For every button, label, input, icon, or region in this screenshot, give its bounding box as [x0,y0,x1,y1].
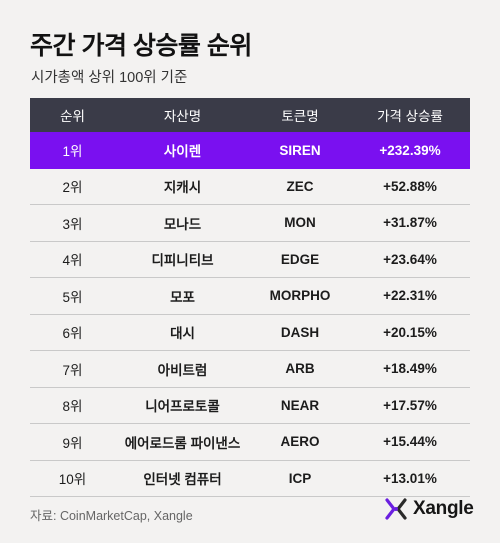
cell-asset-name: 니어프로토콜 [145,399,220,415]
cell-rank: 7위 [62,362,83,378]
cell-token: DASH [280,324,320,340]
table-row: 8위 니어프로토콜 NEAR +17.57% [30,388,470,424]
cell-gain: +23.64% [383,251,437,267]
cell-rank: 2위 [62,180,83,196]
cell-gain: +18.49% [383,361,437,377]
brand-logo: Xangle [385,498,474,520]
cell-gain: +22.31% [383,288,437,304]
table-row: 2위 지캐시 ZEC +52.88% [30,169,470,205]
cell-rank: 10위 [58,472,87,488]
cell-gain: +52.88% [383,178,437,194]
cell-token: NEAR [280,397,320,413]
cell-rank: 4위 [62,253,83,269]
table-row: 6위 대시 DASH +20.15% [30,315,470,351]
xangle-x-logo-icon [385,498,407,520]
table-row: 7위 아비트럼 ARB +18.49% [30,351,470,388]
table-row: 5위 모포 MORPHO +22.31% [30,278,470,315]
header-rank: 순위 [60,109,85,124]
cell-gain: +17.57% [383,397,437,413]
page-subtitle: 시가총액 상위 100위 기준 [31,70,188,86]
cell-rank: 6위 [62,326,83,342]
cell-gain: +20.15% [383,324,437,340]
page-title: 주간 가격 상승률 순위 [30,32,252,60]
cell-token: ARB [285,361,315,377]
cell-token: MON [284,215,316,231]
cell-gain: +232.39% [379,142,441,158]
cell-token: SIREN [279,142,321,158]
cell-token: ICP [288,470,312,486]
cell-rank: 9위 [62,435,83,451]
table-row: 4위 디피니티브 EDGE +23.64% [30,242,470,278]
cell-asset-name: 모나드 [163,216,202,232]
ranking-table: 순위 자산명 토큰명 가격 상승률 1위 사이렌 SIREN +232.39% … [30,98,470,497]
table-row: 3위 모나드 MON +31.87% [30,205,470,242]
header-asset-name: 자산명 [163,109,202,124]
cell-asset-name: 디피니티브 [151,253,214,269]
source-note: 자료: CoinMarketCap, Xangle [30,509,193,523]
cell-gain: +31.87% [383,215,437,231]
cell-rank: 1위 [62,144,83,160]
cell-asset-name: 에어로드롬 파이낸스 [124,435,241,451]
cell-gain: +15.44% [383,434,437,450]
cell-asset-name: 대시 [170,326,195,342]
cell-token: EDGE [280,251,320,267]
cell-asset-name: 인터넷 컴퓨터 [143,472,222,488]
table-row: 1위 사이렌 SIREN +232.39% [30,132,470,169]
table-row: 10위 인터넷 컴퓨터 ICP +13.01% [30,461,470,497]
cell-asset-name: 사이렌 [163,144,202,160]
header-token: 토큰명 [281,109,319,124]
cell-gain: +13.01% [383,470,437,486]
header-gain: 가격 상승률 [377,109,443,124]
cell-asset-name: 지캐시 [163,180,202,196]
cell-rank: 8위 [62,399,83,415]
table-header: 순위 자산명 토큰명 가격 상승률 [30,98,470,132]
cell-rank: 5위 [62,289,83,305]
table-row: 9위 에어로드롬 파이낸스 AERO +15.44% [30,424,470,461]
brand-name: Xangle [413,498,474,519]
cell-token: ZEC [286,178,314,194]
cell-token: AERO [280,434,320,450]
cell-rank: 3위 [62,216,83,232]
cell-asset-name: 모포 [170,289,195,305]
cell-token: MORPHO [269,288,331,304]
cell-asset-name: 아비트럼 [157,362,208,378]
